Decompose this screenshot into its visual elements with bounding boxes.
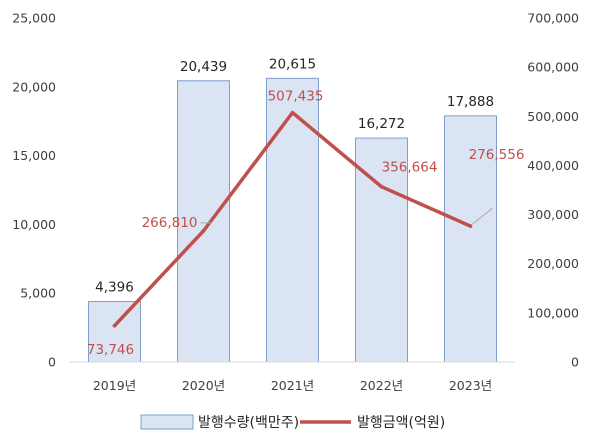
bar-value-label: 4,396 xyxy=(95,280,134,296)
bar-value-label: 17,888 xyxy=(447,94,494,110)
legend-label-line: 발행금액(억원) xyxy=(357,415,445,431)
line-value-label: 276,556 xyxy=(469,147,525,163)
line-data-labels: 73,746 266,810 507,435 356,664 276,556 xyxy=(87,89,525,358)
bar xyxy=(266,77,319,363)
line-value-label: 507,435 xyxy=(268,89,324,105)
x-axis: 2019년 2020년 2021년 2022년 2023년 xyxy=(93,378,492,393)
left-tick-label: 5,000 xyxy=(20,286,56,301)
right-tick-label: 200,000 xyxy=(527,256,579,271)
line-point xyxy=(290,110,295,115)
right-tick-label: 100,000 xyxy=(527,305,579,320)
bar-value-label: 16,272 xyxy=(358,116,405,132)
legend-swatch-bar xyxy=(140,414,194,430)
right-tick-label: 500,000 xyxy=(527,109,579,124)
bar xyxy=(177,80,230,363)
line-value-label: 73,746 xyxy=(87,342,134,358)
line-point xyxy=(112,323,117,328)
x-tick-label: 2020년 xyxy=(182,378,225,393)
bar-series xyxy=(88,77,497,363)
bar xyxy=(444,115,497,363)
legend-label-bar: 발행수량(백만주) xyxy=(198,415,299,431)
bar-value-label: 20,615 xyxy=(269,56,316,72)
right-tick-label: 300,000 xyxy=(527,207,579,222)
label-leader-line xyxy=(472,207,493,225)
right-tick-label: 400,000 xyxy=(527,158,579,173)
left-tick-label: 15,000 xyxy=(12,148,56,163)
left-tick-label: 10,000 xyxy=(12,217,56,232)
bar-data-labels: 4,396 20,439 20,615 16,272 17,888 xyxy=(95,56,494,295)
left-tick-label: 25,000 xyxy=(12,11,56,26)
line-value-label: 266,810 xyxy=(142,215,198,231)
right-axis: 0 100,000 200,000 300,000 400,000 500,000 600,… xyxy=(527,11,579,370)
line-point xyxy=(201,229,206,233)
right-tick-label: 600,000 xyxy=(527,60,579,75)
left-axis: 0 5,000 10,000 15,000 20,000 25,000 xyxy=(12,11,56,370)
right-tick-label: 0 xyxy=(571,355,579,370)
x-tick-label: 2021년 xyxy=(271,378,314,393)
line-series xyxy=(112,110,473,328)
left-tick-label: 20,000 xyxy=(12,79,56,94)
line-point xyxy=(468,224,473,228)
bar-value-label: 20,439 xyxy=(180,59,227,75)
bar xyxy=(355,137,408,363)
right-tick-label: 700,000 xyxy=(527,11,579,26)
x-tick-label: 2022년 xyxy=(360,378,403,393)
left-tick-label: 0 xyxy=(48,355,56,370)
line-point xyxy=(379,184,384,189)
bar xyxy=(88,301,141,363)
legend: 발행수량(백만주) 발행금액(억원) xyxy=(140,414,445,431)
line-value-label: 356,664 xyxy=(382,160,438,176)
x-tick-label: 2019년 xyxy=(93,378,136,393)
x-tick-label: 2023년 xyxy=(449,378,492,393)
